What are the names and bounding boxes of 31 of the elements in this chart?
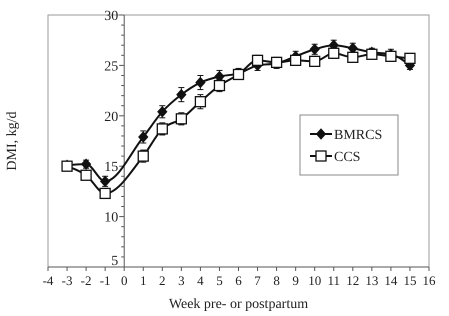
y-tick-label: 5 bbox=[111, 254, 118, 269]
y-tick-label: 20 bbox=[104, 110, 118, 125]
x-tick-label: 4 bbox=[197, 273, 204, 288]
x-tick-label: 1 bbox=[140, 273, 146, 288]
x-tick-label: -2 bbox=[80, 273, 92, 288]
x-tick-label: 8 bbox=[273, 273, 280, 288]
x-tick-label: 16 bbox=[422, 273, 436, 288]
x-axis-title: Week pre- or postpartum bbox=[168, 297, 308, 312]
x-tick-label: -1 bbox=[100, 273, 111, 288]
x-tick-label: 3 bbox=[178, 273, 185, 288]
x-tick-label: 6 bbox=[235, 273, 242, 288]
x-tick-label: 14 bbox=[384, 273, 398, 288]
y-tick-label: 10 bbox=[104, 210, 118, 226]
x-tick-label: 7 bbox=[254, 273, 262, 288]
x-tick-label: 2 bbox=[159, 273, 166, 288]
y-tick-label: 15 bbox=[104, 160, 118, 176]
y-axis-title: DMI, kg/d bbox=[5, 111, 20, 171]
x-tick-label: 0 bbox=[120, 273, 128, 288]
x-tick-label: 5 bbox=[216, 273, 223, 288]
x-tick-label: 15 bbox=[403, 273, 416, 288]
x-tick-label: -4 bbox=[42, 273, 54, 288]
x-tick-label: 9 bbox=[292, 273, 299, 288]
legend-label: CCS bbox=[334, 150, 360, 165]
x-tick-label: -3 bbox=[62, 273, 72, 288]
y-tick-label: 30 bbox=[104, 9, 118, 24]
x-tick-label: 10 bbox=[308, 273, 322, 288]
x-tick-label: 12 bbox=[346, 273, 360, 288]
x-tick-label: 11 bbox=[327, 273, 340, 288]
legend-label: BMRCS bbox=[334, 128, 382, 143]
y-tick-label: 25 bbox=[104, 59, 118, 74]
x-tick-label: 13 bbox=[365, 273, 378, 288]
